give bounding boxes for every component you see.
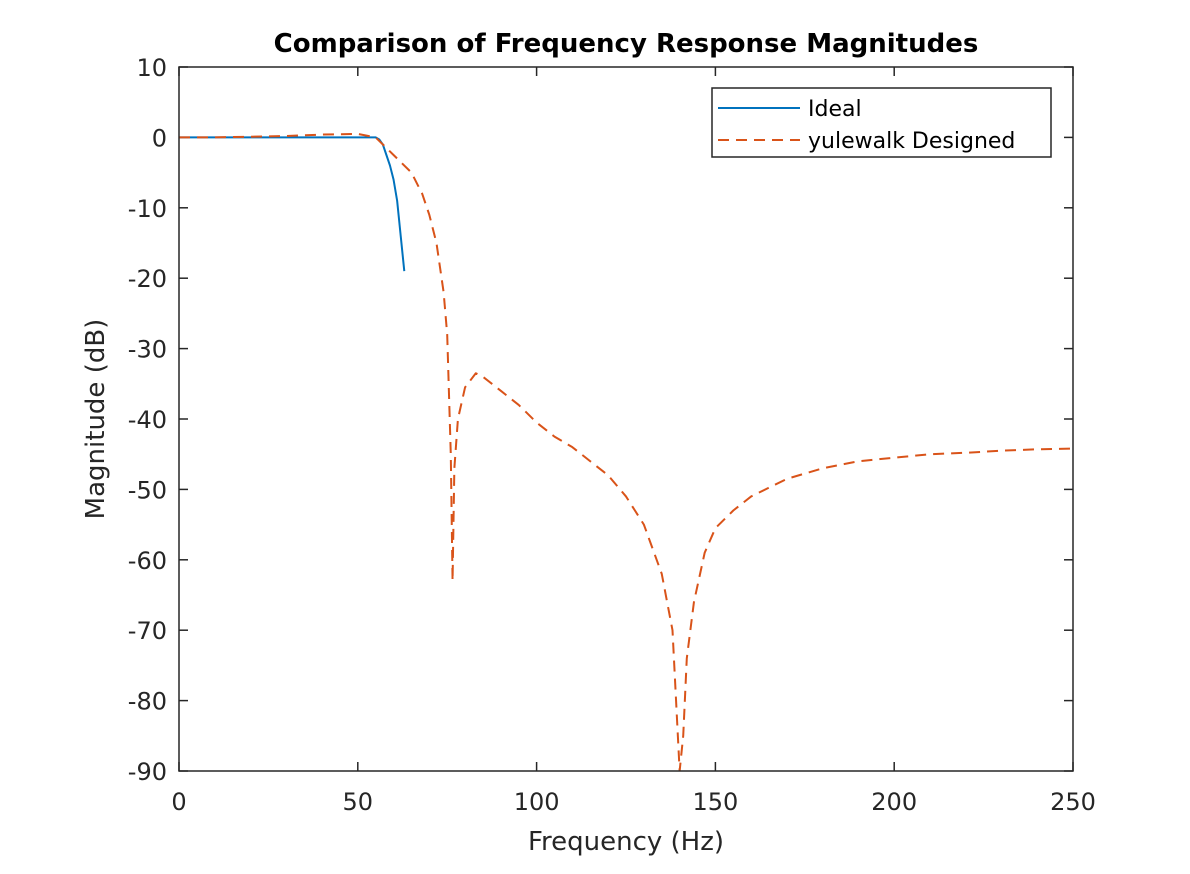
- x-tick-label: 200: [871, 788, 917, 816]
- y-axis-title: Magnitude (dB): [81, 319, 111, 520]
- axes-box: [178, 66, 1074, 772]
- x-tick-label: 100: [514, 788, 560, 816]
- y-tick-label: -80: [128, 688, 167, 716]
- x-tick-label: 50: [343, 788, 374, 816]
- y-tick-label: 10: [136, 54, 167, 82]
- y-tick-label: -40: [128, 406, 167, 434]
- series-line-2: [179, 132, 1073, 771]
- tick-labels-layer: 0 50 100 150 200 250100-10-20-30-40-50-60-70-…: [128, 54, 1096, 816]
- x-tick-label: 250: [1050, 788, 1096, 816]
- y-tick-label: -20: [128, 265, 167, 293]
- series-line-1: [179, 136, 406, 272]
- legend: Ideal yulewalk Designed: [711, 87, 1052, 158]
- x-axis-title: Frequency (Hz): [528, 827, 724, 857]
- y-tick-label: -60: [128, 547, 167, 575]
- plot-area: [179, 67, 1073, 771]
- legend-label: Ideal: [808, 97, 862, 122]
- y-tick-label: -10: [128, 195, 167, 223]
- y-tick-label: -30: [128, 336, 167, 364]
- legend-box: [711, 87, 1052, 158]
- x-tick-label: 0: [171, 788, 186, 816]
- y-tick-label: -90: [128, 758, 167, 786]
- y-tick-label: -70: [128, 617, 167, 645]
- series-layer: [179, 132, 1073, 771]
- legend-label: yulewalk Designed: [808, 129, 1015, 154]
- y-tick-label: 0: [152, 124, 167, 152]
- chart-title: Comparison of Frequency Response Magnitu…: [274, 29, 979, 59]
- y-tick-label: -50: [128, 476, 167, 504]
- x-tick-label: 150: [692, 788, 738, 816]
